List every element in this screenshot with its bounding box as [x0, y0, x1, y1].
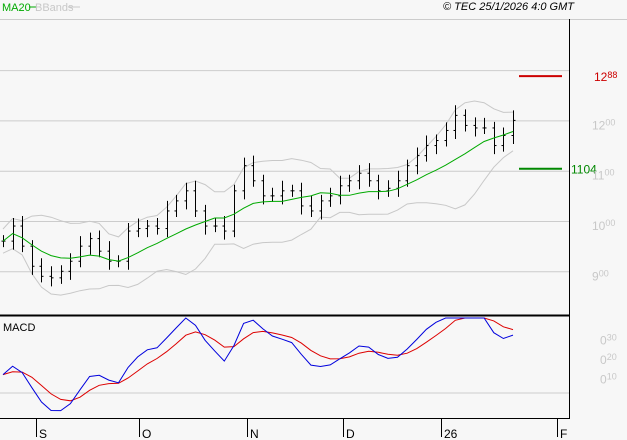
macd-lines — [2, 317, 514, 412]
time-tick-label: 26 — [444, 427, 458, 440]
price-axis: 900 1000 1100 1200 — [592, 117, 615, 283]
price-grid — [0, 70, 569, 273]
macd-title: MACD — [3, 322, 35, 334]
macd-tick-label: 010 — [600, 372, 617, 387]
price-tick-label: 1100 — [592, 168, 614, 183]
bband-lower — [2, 150, 514, 296]
price-bars — [1, 105, 516, 287]
copyright-text: © TEC 25/1/2026 4:0 GMT — [443, 1, 575, 13]
macd-signal-line — [2, 317, 514, 402]
macd-line — [2, 317, 514, 412]
macd-axis: 030 020 010 — [600, 333, 617, 387]
macd-tick-label: 020 — [600, 352, 617, 367]
time-tick-label: D — [346, 427, 355, 440]
time-axis: S O N D 26 F — [36, 419, 567, 440]
time-tick-label: N — [250, 427, 259, 440]
ma20-line — [2, 131, 514, 262]
price-levels: 1288 1104 — [519, 70, 617, 177]
price-tick-label: 1200 — [592, 117, 615, 132]
time-tick-label: S — [39, 427, 47, 440]
price-tick-label: 900 — [592, 268, 609, 283]
legend-ma20: MA20 — [2, 2, 31, 14]
time-tick-label: F — [560, 427, 567, 440]
macd-tick-label: 030 — [600, 333, 617, 348]
resistance-label: 1288 — [594, 70, 617, 84]
support-label: 1104 — [571, 163, 597, 177]
legend-bbands: BBands — [35, 2, 74, 14]
bollinger-bands — [2, 100, 514, 296]
ma20-path — [2, 131, 514, 262]
bband-upper — [2, 100, 514, 238]
time-tick-label: O — [142, 427, 151, 440]
price-tick-label: 1000 — [592, 218, 615, 233]
